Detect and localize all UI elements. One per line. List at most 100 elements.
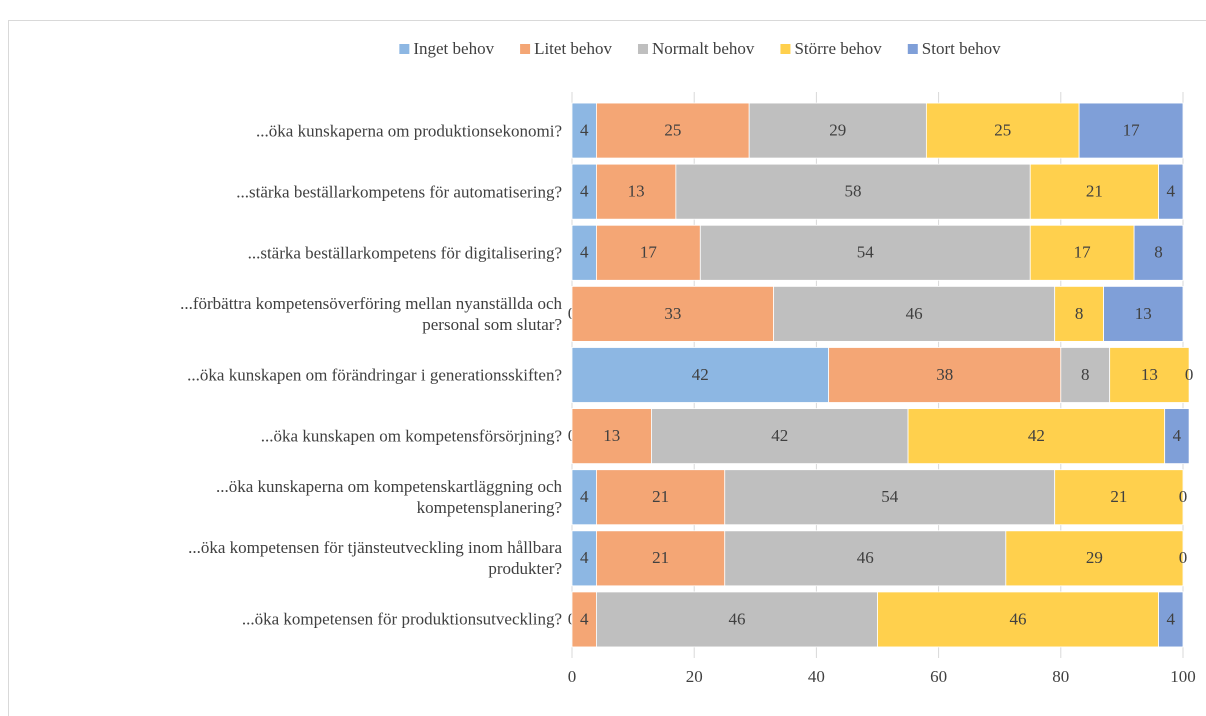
data-label: 46 bbox=[728, 609, 745, 628]
data-label: 21 bbox=[1086, 182, 1103, 201]
data-label: 4 bbox=[1167, 609, 1176, 628]
bar-segment bbox=[1158, 591, 1184, 648]
category-label: ...öka kunskapen om förändringar i gener… bbox=[187, 365, 562, 385]
data-label: 4 bbox=[1173, 426, 1182, 445]
data-label: 29 bbox=[1086, 548, 1103, 567]
data-label: 13 bbox=[1141, 365, 1158, 384]
data-label: 29 bbox=[829, 120, 846, 139]
legend-swatch bbox=[399, 44, 410, 54]
data-label: 25 bbox=[664, 120, 681, 139]
legend-swatch bbox=[780, 44, 791, 54]
x-tick-label: 20 bbox=[686, 667, 703, 686]
bar-segment bbox=[571, 224, 597, 281]
bar-segment bbox=[1158, 163, 1184, 220]
data-label: 0 bbox=[1185, 365, 1194, 384]
legend-swatch bbox=[637, 44, 648, 54]
data-label: 33 bbox=[664, 304, 681, 323]
legend-label: Litet behov bbox=[534, 39, 612, 58]
bar-segment bbox=[571, 102, 597, 159]
data-label: 42 bbox=[692, 365, 709, 384]
data-label: 4 bbox=[580, 243, 589, 262]
bar-segment bbox=[699, 224, 1031, 281]
bar-segment bbox=[596, 530, 726, 587]
bar-segment bbox=[925, 102, 1080, 159]
data-label: 21 bbox=[652, 487, 669, 506]
bar-segment bbox=[596, 102, 750, 159]
bar-segment bbox=[1060, 347, 1111, 403]
data-label: 4 bbox=[580, 120, 589, 139]
bar-segment bbox=[1029, 163, 1159, 220]
bar-segment bbox=[675, 163, 1031, 220]
bar-segment bbox=[1133, 224, 1184, 281]
category-label: ...förbättra kompetensöverföring mellan … bbox=[180, 293, 562, 334]
legend-swatch bbox=[907, 44, 918, 54]
bar-segment bbox=[1078, 102, 1184, 159]
bar-segment bbox=[596, 469, 726, 526]
bar-segment bbox=[748, 102, 927, 159]
data-label: 0 bbox=[1179, 548, 1188, 567]
data-label: 42 bbox=[1028, 426, 1045, 445]
data-label: 46 bbox=[906, 304, 923, 323]
bar-segment bbox=[596, 224, 701, 281]
category-label: ...stärka beställarkompetens för digital… bbox=[247, 243, 562, 263]
legend-label: Stort behov bbox=[922, 39, 1001, 58]
data-label: 4 bbox=[580, 548, 589, 567]
data-label: 4 bbox=[580, 609, 589, 628]
category-label: ...öka kunskapen om kompetensförsörjning… bbox=[260, 426, 562, 446]
bar-segment bbox=[828, 347, 1062, 403]
bar-segment bbox=[571, 591, 597, 648]
bar-segment bbox=[596, 163, 677, 220]
data-label: 8 bbox=[1154, 243, 1163, 262]
data-label: 54 bbox=[857, 243, 875, 262]
bar-segment bbox=[1005, 530, 1184, 587]
bar-segment bbox=[651, 408, 909, 465]
bar-segment bbox=[1054, 469, 1184, 526]
data-label: 13 bbox=[1135, 304, 1152, 323]
category-label: ...öka kompetensen för produktionsutveck… bbox=[241, 609, 562, 629]
legend-label: Normalt behov bbox=[652, 39, 755, 58]
bar-segment bbox=[571, 347, 830, 403]
category-label: ...öka kunskaperna om produktionsekonomi… bbox=[256, 121, 562, 141]
data-label: 42 bbox=[771, 426, 788, 445]
data-label: 8 bbox=[1081, 365, 1090, 384]
bar-segment bbox=[596, 591, 878, 648]
data-label: 4 bbox=[580, 487, 589, 506]
bar-segment bbox=[1103, 285, 1184, 342]
x-tick-label: 60 bbox=[930, 667, 947, 686]
category-label: ...stärka beställarkompetens för automat… bbox=[236, 182, 562, 202]
data-label: 13 bbox=[603, 426, 620, 445]
data-label: 17 bbox=[1074, 243, 1092, 262]
data-label: 8 bbox=[1075, 304, 1084, 323]
data-label: 21 bbox=[1110, 487, 1127, 506]
data-label: 0 bbox=[1179, 487, 1188, 506]
data-label: 46 bbox=[1010, 609, 1027, 628]
chart-frame bbox=[8, 20, 1206, 716]
bar-segment bbox=[1109, 347, 1190, 403]
data-label: 38 bbox=[936, 365, 953, 384]
data-label: 4 bbox=[580, 182, 589, 201]
category-label: ...öka kompetensen för tjänsteutveckling… bbox=[188, 538, 562, 579]
bar-segment bbox=[773, 285, 1056, 342]
data-label: 54 bbox=[881, 487, 899, 506]
bar-segment bbox=[907, 408, 1166, 465]
data-label: 21 bbox=[652, 548, 669, 567]
bar-segment bbox=[571, 530, 597, 587]
bar-segment bbox=[877, 591, 1159, 648]
bar-segment bbox=[1029, 224, 1135, 281]
data-label: 17 bbox=[1123, 120, 1141, 139]
bar-segment bbox=[571, 285, 775, 342]
legend-label: Inget behov bbox=[413, 39, 494, 58]
x-tick-label: 100 bbox=[1170, 667, 1196, 686]
bar-segment bbox=[1054, 285, 1104, 342]
data-label: 17 bbox=[640, 243, 658, 262]
x-tick-label: 0 bbox=[568, 667, 577, 686]
data-label: 13 bbox=[628, 182, 645, 201]
data-label: 46 bbox=[857, 548, 874, 567]
x-tick-label: 80 bbox=[1052, 667, 1069, 686]
bar-segment bbox=[1164, 408, 1190, 465]
legend-label: Större behov bbox=[794, 39, 882, 58]
data-label: 25 bbox=[994, 120, 1011, 139]
category-label: ...öka kunskaperna om kompetenskartläggn… bbox=[215, 477, 562, 518]
